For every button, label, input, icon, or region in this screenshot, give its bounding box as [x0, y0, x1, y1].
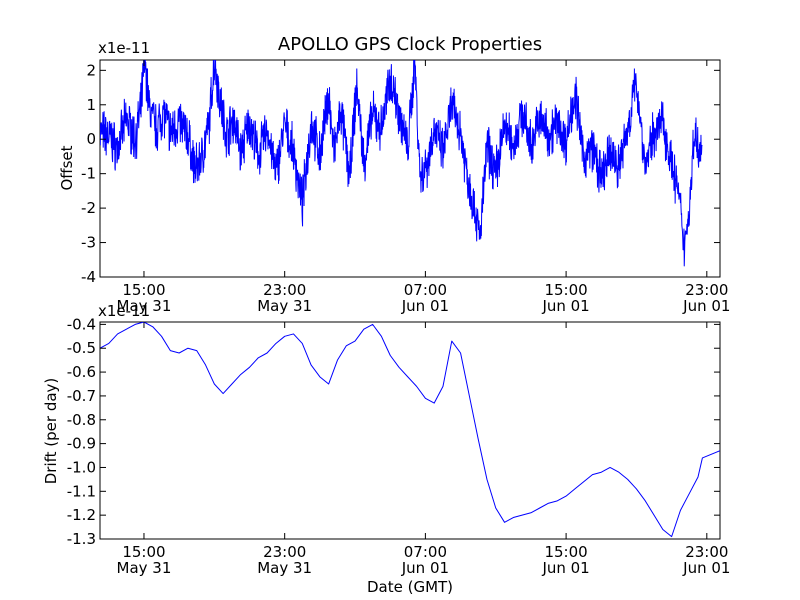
drift-plot-frame: [99, 321, 721, 540]
drift-panel: -0.4 -0.5 -0.6 -0.7 -0.8 -0.9 -1.0 -1.1 -1.2 -1.3…: [42, 302, 730, 577]
offset-x-tick-time: 23:00: [685, 281, 728, 299]
offset-series: [100, 60, 703, 267]
drift-y-tick-label: -0.4: [67, 315, 96, 333]
offset-y-tick-label: -1: [81, 165, 96, 183]
drift-series: [100, 322, 720, 538]
drift-x-tick-time: 23:00: [685, 543, 728, 561]
offset-x-tick-time: 07:00: [404, 281, 447, 299]
offset-y-tick-label: 2: [86, 61, 96, 79]
offset-multiplier-label: x1e-11: [98, 39, 150, 57]
drift-y-tick-label: -0.6: [67, 363, 96, 381]
drift-y-tick-label: -1.1: [67, 482, 96, 500]
drift-x-tick-date: Jun 01: [682, 559, 730, 577]
drift-x-tick-date: Jun 01: [541, 559, 589, 577]
drift-y-tick-label: -1.0: [67, 458, 96, 476]
drift-x-tick-time: 15:00: [544, 543, 587, 561]
offset-y-tick-label: -3: [81, 234, 96, 252]
offset-y-tick-label: -4: [81, 268, 96, 286]
offset-y-tick-label: 0: [86, 130, 96, 148]
offset-y-axis: 2 1 0 -1 -2 -3 -4: [81, 61, 720, 286]
drift-x-tick-date: May 31: [117, 559, 172, 577]
x-axis-label: Date (GMT): [367, 578, 453, 596]
drift-y-axis-label: Drift (per day): [42, 378, 60, 485]
drift-y-tick-label: -0.5: [67, 339, 96, 357]
drift-x-tick-date: Jun 01: [401, 559, 449, 577]
offset-x-tick-time: 15:00: [544, 281, 587, 299]
offset-y-tick-label: 1: [86, 96, 96, 114]
drift-line: [100, 322, 720, 538]
chart-title: APOLLO GPS Clock Properties: [278, 34, 542, 55]
offset-x-tick-time: 23:00: [263, 281, 306, 299]
drift-y-tick-label: -1.3: [67, 530, 96, 548]
drift-multiplier-label: x1e-11: [98, 302, 150, 320]
drift-y-tick-label: -0.9: [67, 435, 96, 453]
drift-x-tick-date: May 31: [257, 559, 312, 577]
drift-x-tick-time: 23:00: [263, 543, 306, 561]
offset-x-tick-date: Jun 01: [401, 297, 449, 315]
offset-x-tick-date: Jun 01: [682, 297, 730, 315]
offset-x-tick-date: May 31: [257, 297, 312, 315]
offset-line: [100, 60, 703, 267]
drift-y-tick-label: -0.7: [67, 387, 96, 405]
drift-x-tick-time: 07:00: [404, 543, 447, 561]
drift-y-tick-label: -0.8: [67, 411, 96, 429]
drift-x-tick-time: 15:00: [122, 543, 165, 561]
offset-x-tick-date: Jun 01: [541, 297, 589, 315]
offset-x-tick-date: May 31: [117, 297, 172, 315]
offset-x-tick-time: 15:00: [122, 281, 165, 299]
drift-y-axis: -0.4 -0.5 -0.6 -0.7 -0.8 -0.9 -1.0 -1.1 -1.2 -1.3: [67, 315, 720, 548]
drift-y-tick-label: -1.2: [67, 506, 96, 524]
offset-y-tick-label: -2: [81, 199, 96, 217]
offset-y-axis-label: Offset: [58, 145, 76, 190]
